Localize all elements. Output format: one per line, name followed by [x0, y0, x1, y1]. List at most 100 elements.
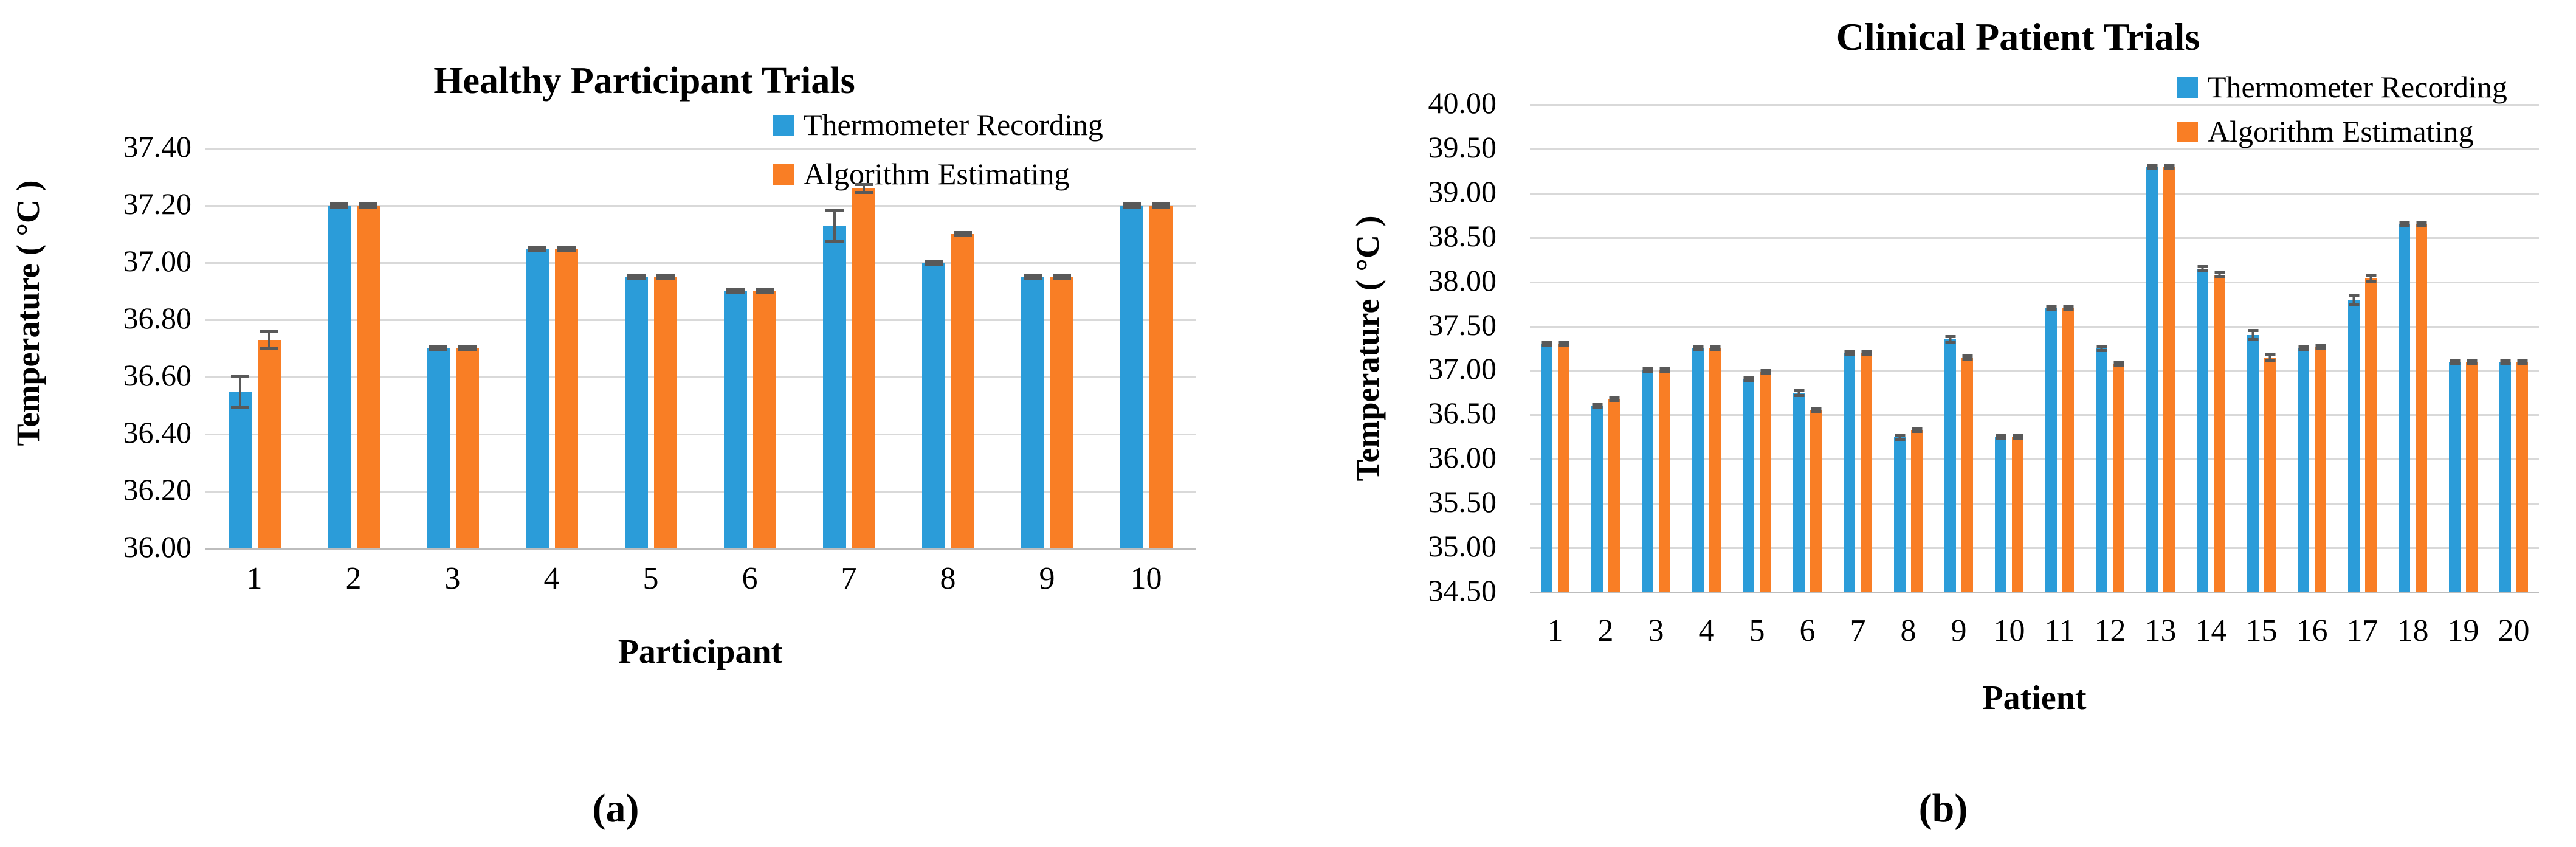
- error-bar: [1760, 369, 1771, 375]
- x-tick-label: 15: [2245, 614, 2278, 648]
- error-bar: [1659, 367, 1670, 373]
- bar-algorithm-7: [852, 183, 875, 548]
- bar-group-1: [1530, 105, 1580, 592]
- bar-group-11: [2034, 105, 2085, 592]
- error-bar: [1861, 350, 1872, 356]
- bar-thermometer-9: [1944, 335, 1956, 592]
- chart-b-title: Clinical Patient Trials: [1836, 15, 2200, 58]
- error-bar-stem: [2251, 332, 2254, 338]
- error-bar: [1151, 202, 1170, 209]
- bar-thermometer-6: [1793, 389, 1805, 592]
- chart-a-y-axis-title: Temperature ( °C ): [10, 180, 46, 446]
- chart-a-plot-area: 37.40 37.20 37.00 36.80 36.60 36.40 36.20 36.00…: [123, 131, 1196, 595]
- error-bar: [1541, 341, 1552, 347]
- y-tick-label: 38.50: [1428, 219, 1497, 253]
- x-tick-label: 20: [2498, 614, 2530, 648]
- error-bar: [627, 274, 646, 280]
- bar-group-5: [601, 148, 700, 548]
- bar-group-15: [2236, 105, 2287, 592]
- gridline: [205, 491, 1196, 493]
- y-tick-label: 37.00: [1428, 351, 1497, 385]
- chart-b-y-axis-title: Temperature ( °C ): [1349, 215, 1386, 482]
- bar-algorithm-3: [455, 345, 479, 548]
- y-tick-label: 36.00: [123, 530, 192, 564]
- panel-label-b: (b): [1918, 786, 1968, 831]
- error-bar: [1996, 434, 2006, 440]
- bar-group-3: [403, 148, 502, 548]
- x-tick-label: 10: [1993, 614, 2025, 648]
- error-bar: [2164, 164, 2174, 170]
- error-bar: [458, 345, 477, 351]
- error-bar-stem: [862, 186, 865, 191]
- error-bar: [2517, 359, 2527, 365]
- x-axis-line: [205, 548, 1196, 550]
- y-tick-label: 37.00: [123, 244, 192, 278]
- error-bar-stem: [833, 212, 836, 240]
- error-bar-stem: [2100, 348, 2103, 349]
- bar-thermometer-2: [327, 202, 351, 548]
- x-tick-label: 4: [1698, 614, 1715, 648]
- chart-b-plot-area: 40.00 39.50 39.00 38.50 38.00 37.50 37.00 36.50…: [1428, 88, 2539, 647]
- bar-algorithm-11: [2062, 305, 2074, 592]
- error-bar-stem: [2352, 297, 2355, 303]
- x-tick-label: 11: [2044, 614, 2075, 648]
- gridline: [1530, 104, 2539, 106]
- legend-item-algorithm-estimating: Algorithm Estimating: [2177, 115, 2507, 148]
- y-tick-label: 36.80: [123, 301, 192, 335]
- error-bar: [1592, 403, 1602, 409]
- bar-algorithm-2: [356, 202, 380, 548]
- error-bar-stem: [2218, 274, 2221, 275]
- bar-group-20: [2488, 105, 2539, 592]
- error-bar: [230, 375, 249, 409]
- bar-group-18: [2388, 105, 2438, 592]
- bar-thermometer-1: [228, 375, 252, 548]
- error-bar: [2214, 271, 2225, 278]
- error-bar: [2063, 305, 2073, 311]
- x-tick-label: 1: [246, 561, 263, 596]
- bar-group-14: [2186, 105, 2236, 592]
- bar-algorithm-19: [2466, 359, 2478, 592]
- error-bar: [2416, 221, 2426, 227]
- gridline: [205, 205, 1196, 207]
- chart-b-x-axis-title: Patient: [1982, 679, 2087, 717]
- bar-group-19: [2438, 105, 2488, 592]
- bar-group-3: [1631, 105, 1681, 592]
- bar-group-12: [2085, 105, 2135, 592]
- error-bar-stem: [2201, 268, 2204, 269]
- x-tick-label: 6: [1799, 614, 1816, 648]
- x-tick-label: 18: [2397, 614, 2429, 648]
- gridline: [205, 148, 1196, 150]
- y-tick-label: 37.40: [123, 130, 192, 164]
- y-tick-label: 36.00: [1428, 440, 1497, 474]
- error-bar: [1609, 396, 1619, 402]
- bar-thermometer-11: [2045, 305, 2057, 592]
- x-tick-label: 16: [2296, 614, 2328, 648]
- thermometer-swatch-icon: [2177, 77, 2198, 98]
- error-bar: [1122, 202, 1141, 209]
- bar-thermometer-5: [624, 274, 648, 548]
- algorithm-swatch-icon: [2177, 121, 2198, 142]
- bar-thermometer-19: [2449, 359, 2461, 592]
- gridline: [1530, 503, 2539, 505]
- error-bar: [1693, 345, 1703, 351]
- bar-thermometer-15: [2247, 329, 2259, 592]
- bar-group-4: [1681, 105, 1732, 592]
- error-bar-stem: [267, 333, 270, 347]
- bar-group-4: [502, 148, 601, 548]
- bar-algorithm-9: [1050, 274, 1073, 548]
- error-bar: [557, 246, 576, 252]
- bar-thermometer-18: [2399, 221, 2410, 592]
- error-bar: [825, 209, 844, 243]
- error-bar: [2197, 265, 2208, 272]
- legend-label-thermometer: Thermometer Recording: [804, 108, 1103, 142]
- x-tick-label: 7: [841, 561, 857, 596]
- error-bar: [2046, 305, 2056, 311]
- x-tick-label: 9: [1951, 614, 1967, 648]
- bar-algorithm-3: [1659, 367, 1670, 592]
- error-bar: [2248, 329, 2258, 341]
- error-bar: [1945, 335, 1955, 344]
- error-bar: [2315, 344, 2326, 350]
- x-tick-label: 8: [940, 561, 956, 596]
- error-bar: [1962, 354, 1972, 361]
